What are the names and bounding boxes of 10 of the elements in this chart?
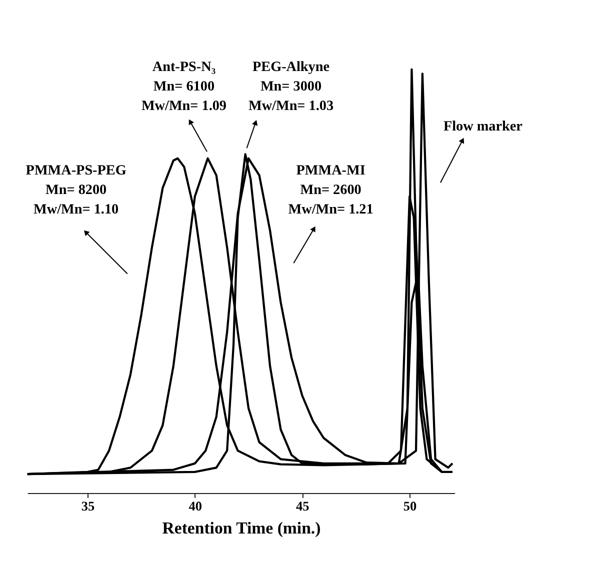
x-axis-title: Retention Time (min.)	[162, 518, 321, 538]
annotation: PEG-Alkyne Mn= 3000 Mw/Mn= 1.03	[248, 59, 334, 114]
annotation: PMMA-MI Mn= 2600 Mw/Mn= 1.21	[288, 162, 374, 218]
x-tick-label: 35	[81, 498, 95, 514]
x-tick-label: 50	[403, 498, 417, 514]
x-tick-label: 45	[296, 498, 310, 514]
annotation: Ant-PS-N₃ Mn= 6100 Mw/Mn= 1.09	[141, 59, 226, 114]
annotation: Flow marker	[443, 118, 522, 134]
annotation: PMMA-PS-PEG Mn= 8200 Mw/Mn= 1.10	[26, 162, 126, 218]
x-tick-label: 40	[188, 498, 202, 514]
